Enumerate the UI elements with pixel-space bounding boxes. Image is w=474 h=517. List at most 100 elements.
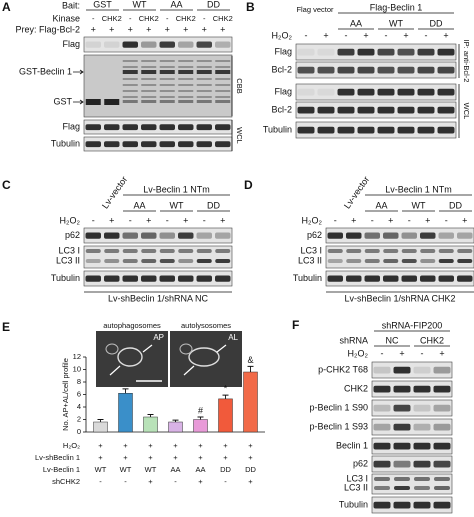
blot-strip — [371, 380, 453, 398]
row-label: Bcl-2 — [271, 104, 292, 114]
band — [215, 259, 231, 263]
lane-label: - — [166, 14, 169, 23]
band — [433, 442, 451, 450]
bar — [143, 416, 158, 433]
band — [104, 275, 120, 282]
band — [327, 232, 343, 239]
band — [317, 66, 335, 74]
row-label: p-CHK2 T68 — [318, 364, 368, 374]
band — [346, 232, 362, 239]
lane-label: - — [345, 30, 348, 40]
row-label: LC3 I — [58, 245, 80, 255]
band — [397, 48, 415, 56]
vesicle — [117, 347, 143, 367]
band — [178, 275, 194, 282]
band — [196, 84, 212, 86]
blot-strip — [325, 245, 474, 269]
image-title: autolysosomes — [181, 321, 231, 330]
error-bar — [172, 419, 179, 422]
band — [85, 275, 101, 282]
lane-label: + — [462, 215, 467, 225]
blot-strip — [295, 61, 457, 79]
arrow — [183, 365, 195, 376]
group-label: DD — [449, 200, 462, 210]
band — [317, 106, 335, 114]
group-label: Flag-Beclin 1 — [370, 2, 423, 12]
group-label: DD — [430, 18, 443, 28]
row-label: p62 — [307, 230, 322, 240]
band — [159, 90, 175, 92]
band — [196, 90, 212, 92]
panel-letter: D — [244, 178, 253, 192]
band — [393, 404, 411, 412]
arrow — [109, 365, 121, 376]
band — [433, 423, 451, 431]
band — [159, 141, 175, 148]
band — [437, 126, 455, 134]
band — [434, 477, 450, 481]
lane-label: + — [399, 348, 404, 358]
blot-strip — [325, 227, 474, 244]
row-label: LC3 I — [346, 473, 368, 483]
band — [437, 88, 455, 96]
band — [346, 275, 362, 282]
band — [122, 66, 138, 68]
row-label: p62 — [65, 230, 80, 240]
table-label: H₂O₂ — [63, 441, 80, 450]
band — [437, 66, 455, 74]
group-label: Lv-Beclin 1 NTm — [143, 184, 210, 194]
group-label: WT — [133, 0, 147, 9]
treatment-label: H₂O₂ — [60, 215, 81, 225]
band — [373, 366, 391, 374]
band — [413, 442, 431, 450]
band — [383, 259, 399, 263]
band — [159, 100, 175, 103]
panel-letter: E — [2, 320, 10, 334]
band — [141, 259, 157, 263]
band — [215, 275, 231, 282]
lane-label: - — [408, 215, 411, 225]
band — [357, 88, 375, 96]
y-tick-label: 10 — [73, 364, 81, 373]
shrna-label: shRNA — [339, 335, 368, 345]
band — [122, 78, 138, 80]
band — [122, 249, 138, 253]
lane-label: CHK2 — [176, 14, 196, 23]
vector-label: Lv-vector — [342, 174, 371, 210]
lane-label: - — [421, 348, 424, 358]
table-cell: + — [148, 453, 153, 462]
band — [141, 78, 157, 80]
band — [215, 100, 231, 103]
y-axis-label: No. AP+AL/cell profile — [61, 358, 70, 431]
band — [104, 259, 120, 263]
band — [85, 141, 101, 148]
band — [122, 232, 138, 239]
band — [414, 477, 430, 481]
band — [397, 126, 415, 134]
band — [346, 249, 362, 253]
band — [438, 275, 454, 282]
blot-strip — [83, 245, 233, 269]
band — [122, 84, 138, 86]
table-cell: WT — [145, 465, 157, 474]
band — [327, 275, 343, 282]
band — [85, 99, 101, 105]
band — [364, 259, 380, 263]
band — [122, 259, 138, 263]
band — [141, 41, 157, 48]
lane-label: + — [351, 215, 356, 225]
band — [85, 259, 101, 263]
band — [394, 486, 410, 490]
band — [394, 477, 410, 481]
lane-label: - — [425, 30, 428, 40]
blot-strip — [295, 83, 457, 101]
group-label: CHK2 — [420, 335, 444, 345]
band — [178, 259, 194, 263]
band — [413, 404, 431, 412]
bait-label: Bait: — [62, 0, 80, 10]
error-bar — [122, 388, 129, 394]
y-tick-label: 2 — [77, 414, 81, 423]
row-label: Tubulin — [51, 138, 80, 148]
band — [401, 249, 417, 253]
band — [373, 460, 391, 468]
